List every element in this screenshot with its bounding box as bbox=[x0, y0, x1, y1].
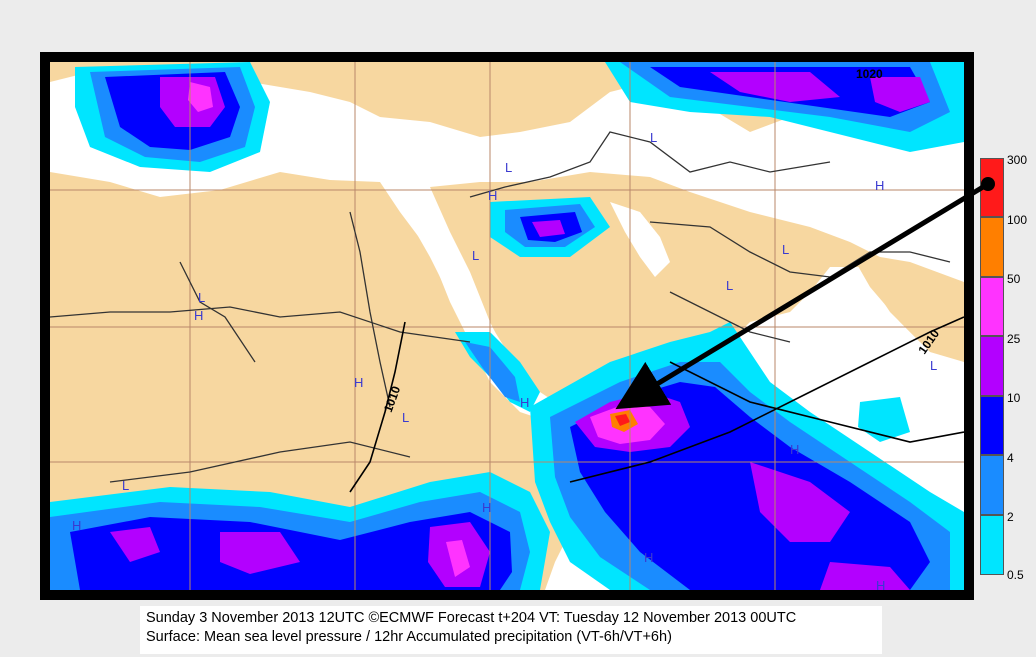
center-l: L bbox=[402, 410, 409, 425]
isobar-label-1020: 1020 bbox=[856, 67, 883, 81]
forecast-map: 1020 1010 1010 H L H L L H H L L H L L H… bbox=[50, 62, 964, 590]
legend-label-50: 50 bbox=[1007, 272, 1021, 286]
map-caption: Sunday 3 November 2013 12UTC ©ECMWF Fore… bbox=[140, 606, 882, 654]
legend-swatch-4 bbox=[980, 455, 1004, 515]
center-l: L bbox=[726, 278, 733, 293]
center-l: L bbox=[505, 160, 512, 175]
legend-label-10: 10 bbox=[1007, 391, 1021, 405]
center-h: H bbox=[72, 518, 81, 533]
center-l: L bbox=[122, 478, 129, 493]
legend-swatch-10 bbox=[980, 396, 1004, 455]
legend-label-25: 25 bbox=[1007, 332, 1021, 346]
center-l: L bbox=[650, 130, 657, 145]
center-h: H bbox=[644, 550, 653, 565]
map-frame: 1020 1010 1010 H L H L L H H L L H L L H… bbox=[40, 52, 974, 600]
center-h: H bbox=[790, 442, 799, 457]
legend-swatch-300 bbox=[980, 158, 1004, 217]
center-h: H bbox=[194, 308, 203, 323]
center-l: L bbox=[930, 358, 937, 373]
center-h: H bbox=[520, 395, 529, 410]
center-h: H bbox=[488, 188, 497, 203]
center-l: L bbox=[472, 248, 479, 263]
precipitation-legend: 300 100 50 25 10 4 2 0.5 bbox=[980, 154, 1030, 582]
legend-swatch-50 bbox=[980, 277, 1004, 336]
legend-swatch-2 bbox=[980, 515, 1004, 575]
caption-line-2: Surface: Mean sea level pressure / 12hr … bbox=[146, 629, 672, 645]
legend-swatch-25 bbox=[980, 336, 1004, 396]
center-l: L bbox=[198, 290, 205, 305]
center-l: L bbox=[782, 242, 789, 257]
legend-label-0-5: 0.5 bbox=[1007, 568, 1024, 582]
center-h: H bbox=[876, 578, 885, 590]
caption-line-1: Sunday 3 November 2013 12UTC ©ECMWF Fore… bbox=[146, 610, 797, 626]
legend-label-2: 2 bbox=[1007, 510, 1014, 524]
legend-label-4: 4 bbox=[1007, 451, 1014, 465]
center-h: H bbox=[354, 375, 363, 390]
legend-label-300: 300 bbox=[1007, 153, 1028, 167]
center-h: H bbox=[875, 178, 884, 193]
legend-label-100: 100 bbox=[1007, 213, 1028, 227]
legend-swatch-100 bbox=[980, 217, 1004, 277]
center-h: H bbox=[482, 500, 491, 515]
